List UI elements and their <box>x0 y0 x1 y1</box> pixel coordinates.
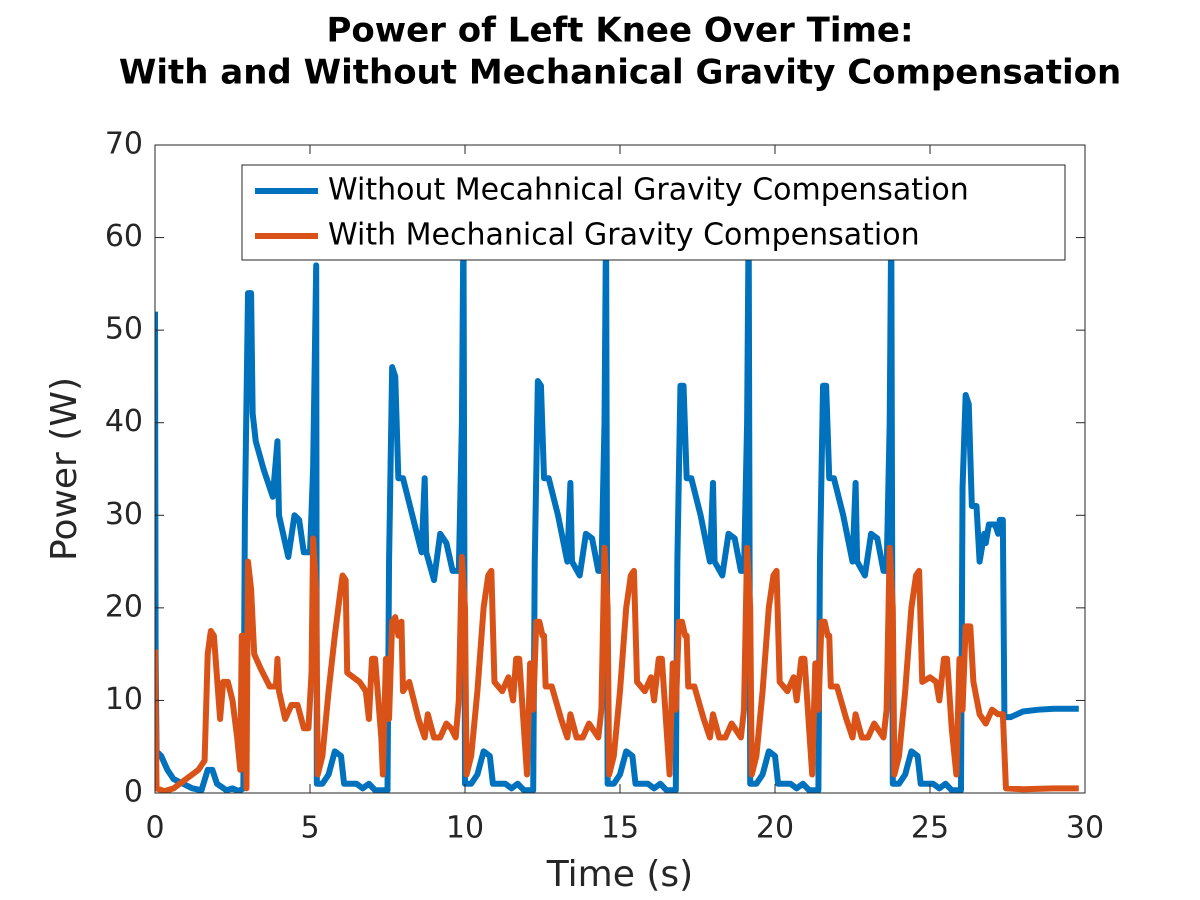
y-tick-label: 40 <box>105 404 143 439</box>
x-tick-label: 15 <box>601 811 639 846</box>
y-tick-label: 10 <box>105 682 143 717</box>
x-tick-label: 30 <box>1066 811 1104 846</box>
legend-label: With Mechanical Gravity Compensation <box>328 218 920 253</box>
plot-area <box>155 216 1079 793</box>
data-line <box>155 216 1079 793</box>
data-line <box>155 535 1079 793</box>
x-tick-label: 0 <box>145 811 164 846</box>
y-tick-label: 30 <box>105 497 143 532</box>
x-tick-label: 25 <box>911 811 949 846</box>
chart-title: With and Without Mechanical Gravity Comp… <box>119 53 1121 93</box>
y-axis-label: Power (W) <box>44 377 85 561</box>
x-axis-label: Time (s) <box>546 854 693 895</box>
y-tick-label: 50 <box>105 312 143 347</box>
y-tick-label: 70 <box>105 127 143 162</box>
y-tick-label: 20 <box>105 589 143 624</box>
chart-title: Power of Left Knee Over Time: <box>326 11 913 51</box>
y-tick-label: 60 <box>105 219 143 254</box>
x-tick-label: 10 <box>446 811 484 846</box>
legend-label: Without Mecahnical Gravity Compensation <box>328 173 969 208</box>
x-tick-label: 20 <box>756 811 794 846</box>
x-tick-label: 5 <box>300 811 319 846</box>
legend-box <box>241 164 1066 261</box>
y-tick-label: 0 <box>124 775 143 810</box>
